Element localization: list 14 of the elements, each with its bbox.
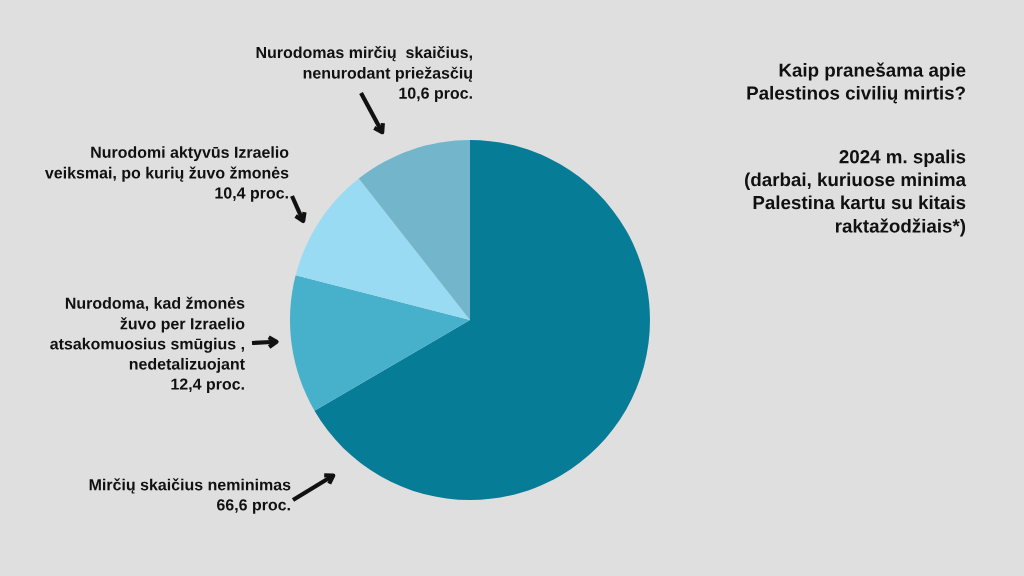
text: 2024 m. spalis (darbai, kuriuose minima Palestina kartu su kitais raktažodžiais*) xyxy=(745,149,967,237)
pie-slice xyxy=(290,275,470,411)
data-label: 10,6 proc. xyxy=(399,87,472,102)
text: Kaip pranešama apie Palestinos civilių mirtis? xyxy=(747,62,966,104)
pie-slice xyxy=(295,178,470,320)
pie-slice xyxy=(314,140,650,500)
slice-label: Mirčių skaičius neminimas xyxy=(89,478,291,494)
slice-label: Nurodomi aktyvūs Izraelio veiksmai, po kurių žuvo žmonės xyxy=(44,146,289,182)
data-label: 66,6 proc. xyxy=(217,499,290,514)
pie-slice xyxy=(358,140,470,320)
data-label: 12,4 proc. xyxy=(171,378,244,393)
data-label: 10,4 proc. xyxy=(215,187,288,202)
slice-label: Nurodomas mirčių skaičius, nenurodant priežasčių xyxy=(256,46,472,82)
slice-label: Nurodoma, kad žmonės žuvo per Izraelio atsakomuosius smūgius , nedetalizuojant xyxy=(50,296,245,373)
